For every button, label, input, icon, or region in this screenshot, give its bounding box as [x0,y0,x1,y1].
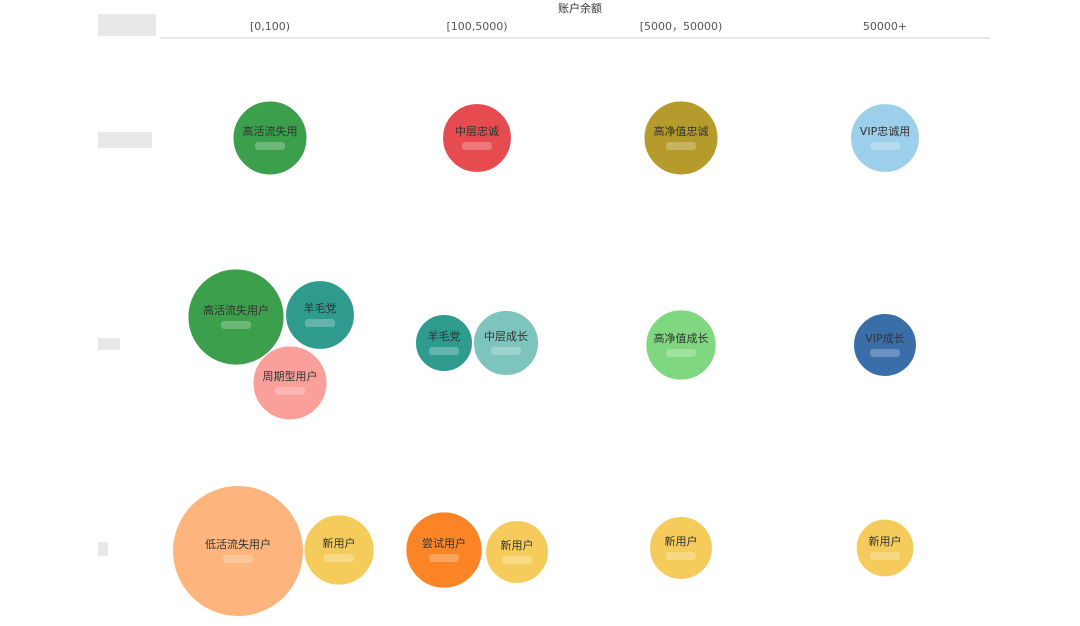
bubble-blurred-value-14 [502,556,532,564]
bubble-2[interactable]: 高净值忠诚 [643,100,719,176]
bubble-1[interactable]: 中层忠诚 [442,103,512,173]
bubble-label-0: 高活流失用 [243,124,298,138]
blurred-header-label [98,14,156,36]
column-label-2: [5000，50000) [640,20,723,33]
bubble-label-5: 羊毛党 [304,301,337,315]
bubble-blurred-value-11 [223,555,253,563]
column-label-0: [0,100) [250,20,290,33]
bubble-blurred-value-5 [305,319,335,327]
bubble-label-10: VIP成长 [865,332,904,345]
bubble-circle-15[interactable] [649,516,713,580]
bubble-label-9: 高净值成长 [654,331,709,345]
bubble-circle-8[interactable] [472,309,540,377]
bubble-circle-2[interactable] [643,100,719,176]
bubble-10[interactable]: VIP成长 [853,313,917,377]
bubble-circle-0[interactable] [232,100,308,176]
bubble-label-11: 低活流失用户 [205,537,271,551]
bubble-0[interactable]: 高活流失用 [232,100,308,176]
bubble-label-4: 高活流失用户 [203,303,269,317]
bubble-blurred-value-12 [324,554,354,562]
bubble-circle-5[interactable] [285,280,355,350]
bubble-blurred-value-9 [666,349,696,357]
column-label-1: [100,5000) [446,20,507,33]
bubble-12[interactable]: 新用户 [303,514,375,586]
bubble-11[interactable]: 低活流失用户 [172,485,304,617]
bubble-15[interactable]: 新用户 [649,516,713,580]
bubble-9[interactable]: 高净值成长 [645,309,717,381]
blurred-row-label-3 [98,542,108,556]
bubble-13[interactable]: 尝试用户 [405,511,483,589]
bubble-circle-16[interactable] [855,518,915,578]
column-labels: [0,100) [100,5000) [5000，50000) 50000+ [250,20,907,33]
bubble-label-6: 周期型用户 [263,369,318,383]
bubble-label-16: 新用户 [869,534,902,548]
bubble-blurred-value-10 [870,349,900,357]
bubble-blurred-value-16 [870,552,900,560]
bubble-3[interactable]: VIP忠诚用 [850,103,920,173]
bubble-label-14: 新用户 [501,538,534,552]
bubble-circle-12[interactable] [303,514,375,586]
bubble-label-12: 新用户 [323,536,356,550]
bubble-label-2: 高净值忠诚 [654,124,709,138]
bubble-blurred-value-2 [666,142,696,150]
bubble-4[interactable]: 高活流失用户 [187,268,285,366]
bubble-label-3: VIP忠诚用 [860,125,910,138]
blurred-row-label-2 [98,338,120,350]
bubble-blurred-value-7 [429,347,459,355]
bubble-circle-13[interactable] [405,511,483,589]
bubble-blurred-value-13 [429,554,459,562]
bubble-circle-3[interactable] [850,103,920,173]
bubble-label-1: 中层忠诚 [455,125,499,138]
bubble-circle-11[interactable] [172,485,304,617]
bubble-5[interactable]: 羊毛党 [285,280,355,350]
bubble-circle-9[interactable] [645,309,717,381]
bubble-7[interactable]: 羊毛党 [415,314,473,372]
bubble-blurred-value-1 [462,142,492,150]
bubble-blurred-value-15 [666,552,696,560]
bubble-blurred-value-3 [870,142,900,150]
column-label-3: 50000+ [863,20,907,33]
bubble-blurred-value-0 [255,142,285,150]
bubble-circle-10[interactable] [853,313,917,377]
blurred-row-label-1 [98,132,152,148]
bubble-16[interactable]: 新用户 [855,518,915,578]
bubble-circle-14[interactable] [485,520,549,584]
bubble-circle-4[interactable] [187,268,285,366]
bubble-label-7: 羊毛党 [428,329,461,343]
bubble-6[interactable]: 周期型用户 [252,345,328,421]
bubble-circle-7[interactable] [415,314,473,372]
bubble-circle-6[interactable] [252,345,328,421]
bubble-8[interactable]: 中层成长 [472,309,540,377]
bubble-blurred-value-8 [491,347,521,355]
bubble-circle-1[interactable] [442,103,512,173]
x-axis-title: 账户余额 [558,1,602,15]
bubble-label-8: 中层成长 [484,330,528,343]
bubble-label-15: 新用户 [665,534,698,548]
bubble-label-13: 尝试用户 [422,536,466,550]
bubble-14[interactable]: 新用户 [485,520,549,584]
bubble-blurred-value-6 [275,387,305,395]
bubble-blurred-value-4 [221,321,251,329]
